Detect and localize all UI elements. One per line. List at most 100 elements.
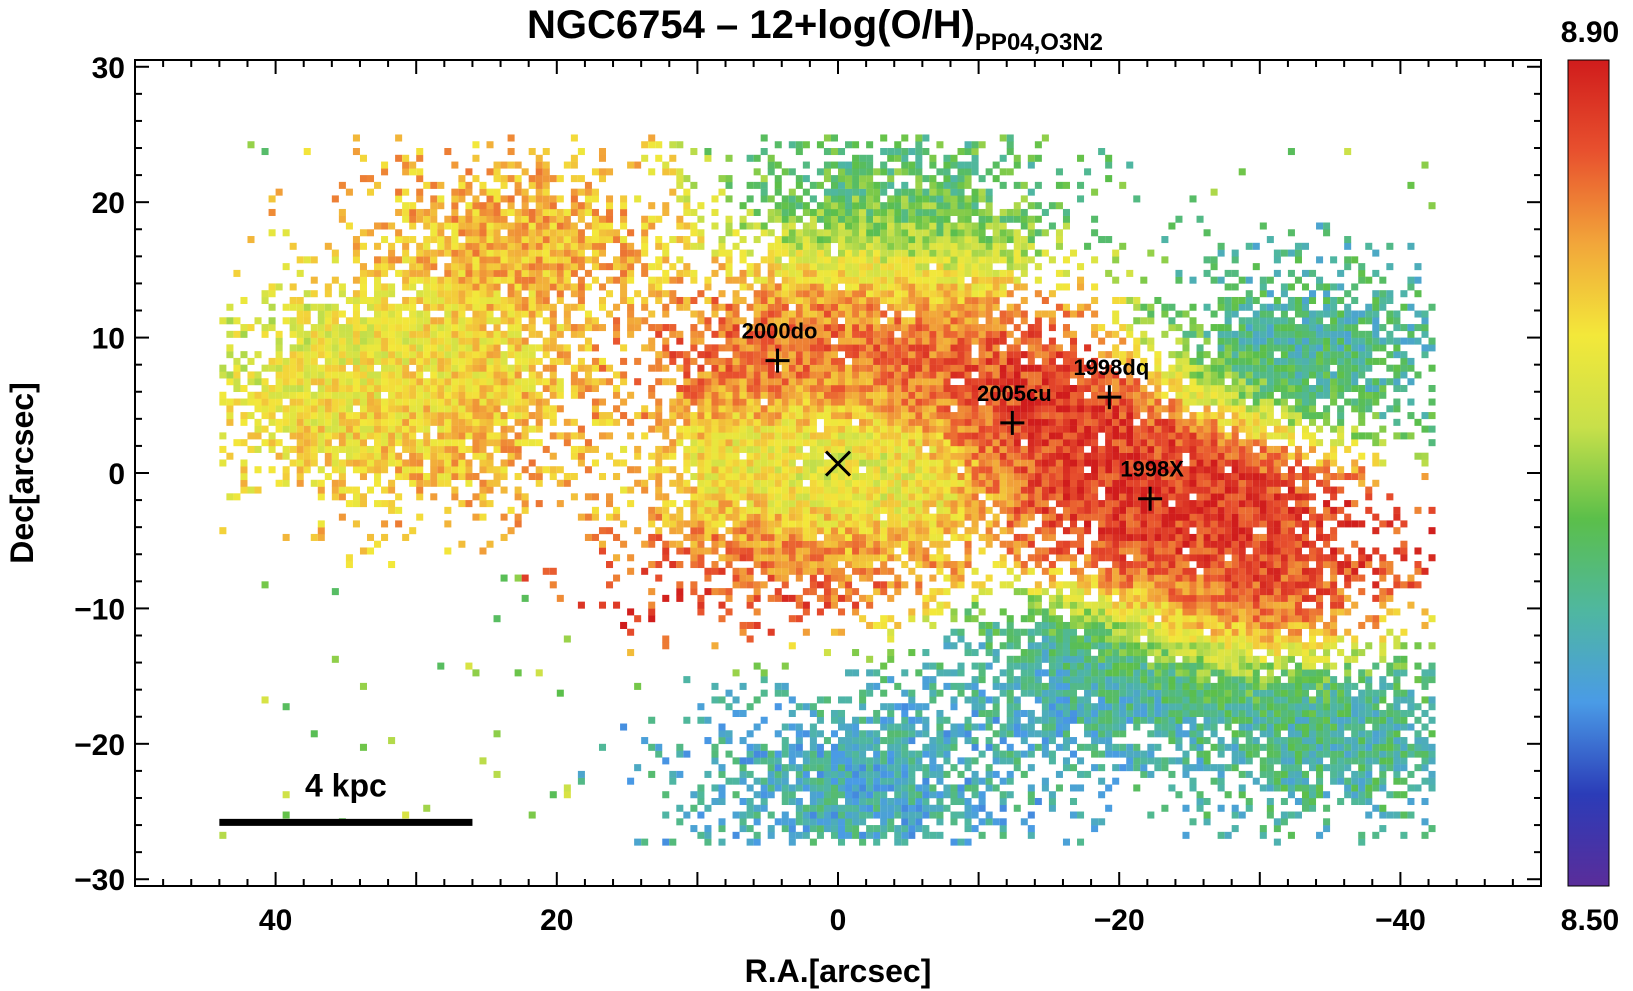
map-pixel (240, 466, 248, 474)
map-pixel (915, 554, 923, 562)
map-pixel (852, 825, 860, 833)
map-pixel (802, 249, 810, 257)
map-pixel (894, 831, 902, 839)
map-pixel (472, 405, 480, 413)
map-pixel (444, 222, 452, 230)
map-pixel (873, 540, 881, 548)
map-pixel (859, 479, 867, 487)
map-pixel (423, 283, 431, 291)
map-pixel (901, 743, 909, 751)
map-pixel (760, 181, 768, 189)
map-pixel (753, 750, 761, 758)
map-pixel (929, 412, 937, 420)
map-pixel (908, 486, 916, 494)
map-pixel (816, 730, 824, 738)
map-pixel (809, 303, 817, 311)
map-pixel (676, 547, 684, 555)
map-pixel (303, 391, 311, 399)
map-pixel (781, 493, 789, 501)
map-pixel (838, 527, 846, 535)
map-pixel (577, 249, 585, 257)
map-pixel (563, 473, 571, 481)
map-pixel (943, 466, 951, 474)
map-pixel (936, 750, 944, 758)
map-pixel (458, 459, 466, 467)
map-pixel (739, 276, 747, 284)
map-pixel (584, 364, 592, 372)
map-pixel (725, 222, 733, 230)
map-pixel (915, 425, 923, 433)
map-pixel (950, 479, 958, 487)
map-pixel (838, 263, 846, 271)
map-pixel (549, 581, 557, 589)
map-pixel (838, 547, 846, 555)
map-pixel (528, 378, 536, 386)
map-pixel (795, 750, 803, 758)
map-pixel (352, 344, 360, 352)
map-pixel (725, 195, 733, 203)
map-pixel (767, 215, 775, 223)
map-pixel (718, 838, 726, 846)
map-pixel (760, 479, 768, 487)
map-pixel (830, 208, 838, 216)
map-pixel (880, 384, 888, 393)
map-pixel (908, 296, 916, 304)
map-pixel (697, 439, 705, 447)
map-pixel (760, 804, 768, 812)
map-pixel (859, 351, 867, 359)
map-pixel (261, 296, 269, 304)
map-pixel (873, 425, 881, 433)
map-pixel (901, 581, 909, 589)
map-pixel (823, 324, 831, 332)
map-pixel (753, 621, 761, 629)
map-pixel (915, 263, 923, 271)
map-pixel (535, 263, 543, 271)
map-pixel (788, 364, 796, 372)
map-pixel (845, 466, 853, 474)
map-pixel (374, 418, 382, 426)
map-pixel (788, 493, 796, 501)
map-pixel (641, 236, 649, 244)
map-pixel (901, 784, 909, 792)
map-pixel (718, 371, 726, 379)
map-pixel (816, 269, 824, 277)
map-pixel (852, 263, 860, 271)
map-pixel (859, 195, 867, 203)
map-pixel (950, 466, 958, 474)
map-pixel (458, 466, 466, 474)
map-pixel (760, 256, 768, 264)
map-pixel (739, 764, 747, 772)
map-pixel (936, 439, 944, 447)
map-pixel (859, 439, 867, 447)
map-pixel (873, 777, 881, 785)
map-pixel (809, 513, 817, 521)
map-pixel (739, 513, 747, 521)
map-pixel (521, 276, 529, 284)
map-pixel (866, 777, 874, 785)
map-pixel (465, 391, 473, 399)
map-pixel (486, 303, 494, 311)
map-pixel (746, 621, 754, 629)
map-pixel (823, 561, 831, 569)
map-pixel (922, 425, 930, 433)
map-pixel (957, 357, 965, 365)
map-pixel (690, 439, 698, 447)
map-pixel (943, 439, 951, 447)
map-pixel (901, 148, 909, 156)
map-pixel (584, 378, 592, 386)
map-pixel (732, 574, 740, 582)
map-pixel (859, 425, 867, 433)
map-pixel (683, 676, 691, 684)
map-pixel (331, 249, 339, 257)
map-pixel (409, 384, 417, 393)
map-pixel (830, 357, 838, 365)
map-pixel (725, 154, 733, 162)
map-pixel (416, 290, 424, 298)
map-pixel (331, 418, 339, 426)
map-pixel (662, 791, 670, 799)
map-pixel (866, 398, 874, 406)
map-pixel (929, 195, 937, 203)
map-pixel (331, 466, 339, 474)
map-pixel (704, 154, 712, 162)
map-pixel (788, 296, 796, 304)
